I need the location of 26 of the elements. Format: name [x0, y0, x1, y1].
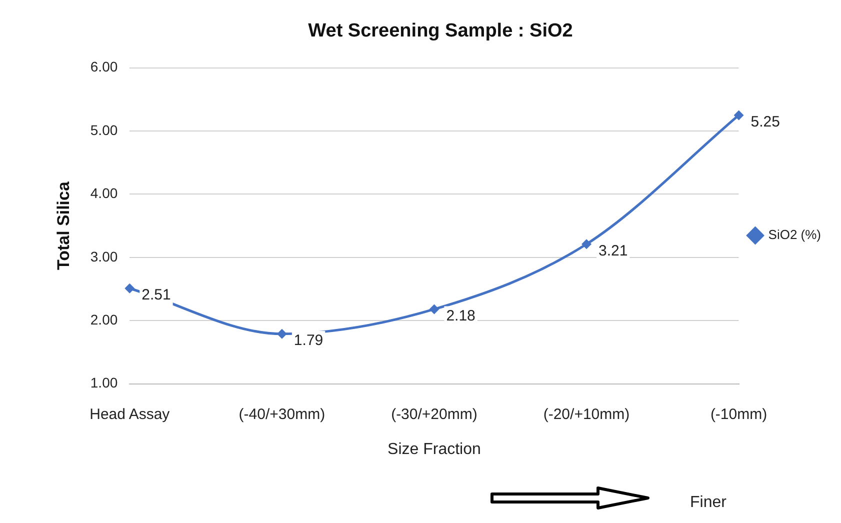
x-tick-label: Head Assay — [90, 406, 170, 423]
data-label: 2.51 — [142, 286, 171, 304]
point — [734, 110, 744, 120]
point — [429, 304, 440, 314]
data-label: 1.79 — [294, 332, 324, 350]
text: Finer — [690, 494, 726, 512]
y-tick-label: 1.00 — [90, 374, 118, 391]
y-tick-label: 4.00 — [90, 185, 118, 202]
x-tick-label: (-10mm) — [710, 406, 768, 423]
data-label: 2.18 — [446, 307, 476, 324]
point — [276, 328, 287, 339]
y-axis-title: Total Silica — [54, 181, 73, 270]
data-label: 3.21 — [598, 242, 628, 260]
y-tick-label: 6.00 — [90, 58, 118, 75]
legend-label: SiO2 (%) — [768, 227, 822, 242]
x-tick-label: (-30/+20mm) — [391, 406, 478, 423]
y-tick-label: 5.00 — [90, 122, 118, 138]
point — [581, 239, 592, 250]
x-tick-label: (-40/+30mm) — [238, 406, 326, 423]
y-tick-label: 2.00 — [90, 311, 118, 328]
x-axis-title: Size Fraction — [388, 440, 481, 458]
x-tick-label: (-20/+10mm) — [543, 406, 630, 423]
y-tick-label: 3.00 — [90, 248, 118, 264]
chart-title: Wet Screening Sample : SiO2 — [308, 20, 573, 42]
data-label: 5.25 — [750, 113, 780, 130]
point — [124, 283, 135, 294]
